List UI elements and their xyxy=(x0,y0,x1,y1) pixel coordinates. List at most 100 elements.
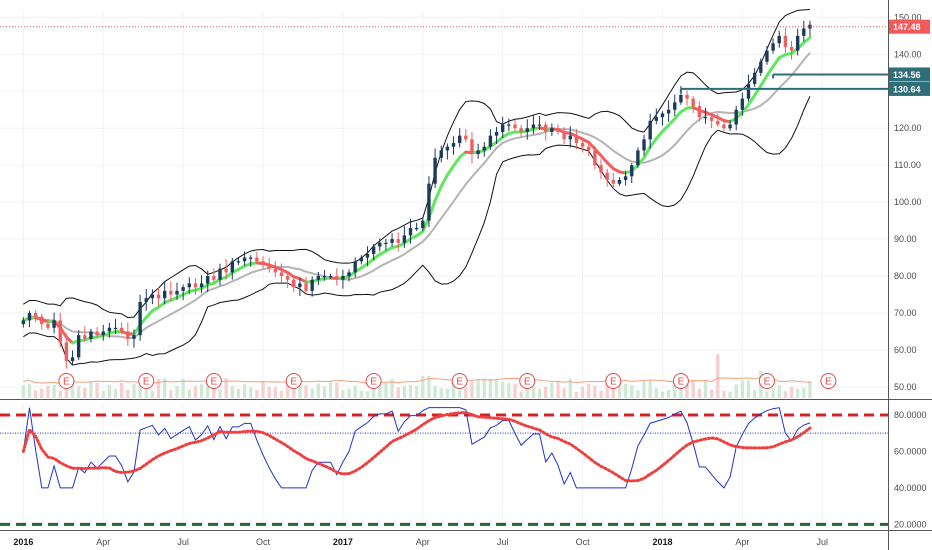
candle-body xyxy=(64,342,69,362)
candle-body xyxy=(568,135,572,140)
volume-bar xyxy=(236,388,241,398)
candle-body xyxy=(593,150,597,166)
rsi-line xyxy=(22,407,811,489)
ema-segment xyxy=(654,129,664,141)
rsi-pane xyxy=(0,407,888,526)
candle-body xyxy=(623,176,628,180)
earnings-label: E xyxy=(678,377,685,388)
candle-body xyxy=(279,272,284,277)
price-tick-label: 80.00 xyxy=(894,271,917,281)
earnings-marker xyxy=(672,373,689,389)
volume-bar xyxy=(691,379,695,398)
volume-bar xyxy=(654,388,659,398)
earnings-marker xyxy=(758,373,775,389)
volume-bar xyxy=(396,387,400,398)
candle-body xyxy=(679,94,683,103)
rsi-tick-label: 60.0000 xyxy=(894,446,927,456)
earnings-label: E xyxy=(764,377,771,388)
time-tick-label: Oct xyxy=(576,537,591,547)
candle-body xyxy=(783,35,788,47)
candle-body xyxy=(421,220,425,229)
candle-body xyxy=(322,276,327,278)
volume-bars xyxy=(21,354,812,398)
volume-bar xyxy=(709,389,714,398)
time-tick-label: Jul xyxy=(816,537,828,547)
volume-bar xyxy=(464,388,468,398)
candle-body xyxy=(144,298,148,302)
candle-body xyxy=(58,320,62,343)
volume-bar xyxy=(175,385,179,398)
candle-body xyxy=(605,172,609,180)
candle-body xyxy=(630,165,634,177)
earnings-marker xyxy=(605,373,622,389)
candle-body xyxy=(599,165,603,173)
ema-segment xyxy=(771,56,781,68)
candle-body xyxy=(169,290,173,295)
volume-bar xyxy=(310,388,314,398)
volume-bar xyxy=(212,388,216,398)
candle-body xyxy=(433,157,437,184)
volume-bar xyxy=(322,386,327,398)
candle-body xyxy=(371,246,376,254)
volume-bar xyxy=(531,386,536,398)
candle-body xyxy=(70,357,75,362)
volume-bar xyxy=(335,382,339,398)
candle-body xyxy=(261,261,265,265)
earnings-marker xyxy=(451,373,468,389)
candle-body xyxy=(230,261,234,273)
volume-bar xyxy=(402,385,407,398)
candle-body xyxy=(439,150,443,158)
volume-bar xyxy=(414,385,419,398)
volume-bar xyxy=(457,390,462,398)
candle-body xyxy=(562,131,566,140)
volume-bar xyxy=(587,383,591,398)
price-tick-label: 150.00 xyxy=(894,12,922,22)
volume-bar xyxy=(777,385,781,398)
volume-bar xyxy=(783,391,788,398)
candle-body xyxy=(408,228,413,236)
volume-bar xyxy=(666,389,671,398)
earnings-label: E xyxy=(456,377,463,388)
time-tick-label: 2017 xyxy=(333,537,353,547)
candle-body xyxy=(759,61,763,73)
volume-bar xyxy=(316,383,321,398)
candle-body xyxy=(709,117,714,121)
volume-bar xyxy=(163,378,167,398)
candle-body xyxy=(113,327,118,329)
bollinger-lower-line xyxy=(23,95,811,366)
candle-body xyxy=(236,261,241,263)
earnings-label: E xyxy=(143,377,150,388)
candle-body xyxy=(46,324,50,328)
earnings-marker xyxy=(138,373,155,389)
volume-bar xyxy=(771,388,775,398)
candle-body xyxy=(482,146,486,151)
candle-body xyxy=(795,35,800,51)
earnings-marker xyxy=(365,373,382,389)
volume-bar xyxy=(470,381,474,398)
volume-bar xyxy=(347,388,351,398)
candle-body xyxy=(119,327,124,332)
volume-bar xyxy=(660,391,665,398)
ema-segment xyxy=(740,102,751,115)
candle-body xyxy=(378,242,382,247)
candle-body xyxy=(777,35,781,44)
volume-bar xyxy=(789,387,794,398)
volume-bar xyxy=(230,385,234,398)
candle-body xyxy=(722,124,726,129)
sma-line xyxy=(22,52,811,340)
candle-body xyxy=(126,331,130,339)
candle-body xyxy=(414,228,419,230)
volume-bar xyxy=(765,391,769,398)
volume-bar xyxy=(224,378,228,398)
candle-body xyxy=(445,146,450,151)
volume-bar xyxy=(83,388,87,398)
ema-segment xyxy=(599,154,609,165)
volume-bar xyxy=(599,390,603,398)
ema-segment xyxy=(759,74,769,88)
earnings-label: E xyxy=(290,377,297,388)
bollinger-upper-line xyxy=(23,8,810,319)
candle-body xyxy=(642,139,646,151)
volume-bar xyxy=(513,384,517,398)
volume-bar xyxy=(728,391,732,398)
